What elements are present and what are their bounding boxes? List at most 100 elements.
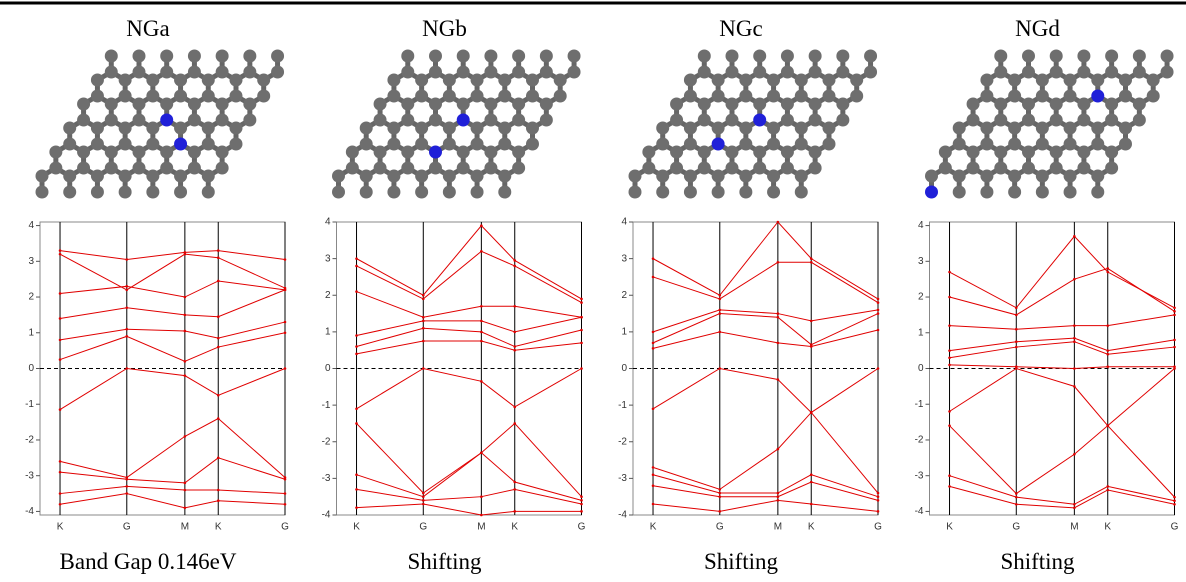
carbon-atom — [188, 66, 201, 79]
band-point — [877, 495, 880, 498]
band-point — [1173, 365, 1176, 368]
carbon-atom — [767, 138, 780, 151]
carbon-atom — [1008, 186, 1021, 199]
carbon-atom — [415, 74, 428, 87]
band-point — [1173, 346, 1176, 349]
band-point — [184, 507, 187, 510]
carbon-atom — [1008, 170, 1021, 183]
carbon-atom — [91, 122, 104, 135]
band-point — [948, 474, 951, 477]
band-point — [422, 495, 425, 498]
carbon-atom — [188, 114, 201, 127]
band-point — [125, 328, 128, 331]
band-point — [1015, 328, 1018, 331]
band-point — [184, 360, 187, 363]
carbon-atom — [471, 122, 484, 135]
carbon-atom — [105, 98, 118, 111]
carbon-atom — [795, 90, 808, 103]
band-point — [1106, 485, 1109, 488]
carbon-atom — [374, 98, 387, 111]
carbon-atom — [953, 170, 966, 183]
carbon-atom — [160, 50, 173, 63]
band-point — [513, 259, 516, 262]
band-point — [59, 292, 62, 295]
carbon-atom — [1064, 186, 1077, 199]
carbon-atom — [1105, 98, 1118, 111]
band-point — [125, 492, 128, 495]
band-point — [1173, 306, 1176, 309]
band-line — [60, 251, 285, 260]
band-point — [422, 316, 425, 319]
band-point — [217, 499, 220, 502]
band-point — [1106, 324, 1109, 327]
band-line — [60, 486, 285, 493]
band-line — [653, 500, 878, 511]
band-point — [810, 343, 813, 346]
carbon-atom — [216, 162, 229, 175]
carbon-atom — [642, 146, 655, 159]
carbon-atom — [229, 90, 242, 103]
band-point — [125, 285, 128, 288]
carbon-atom — [346, 162, 359, 175]
carbon-atom — [484, 50, 497, 63]
x-tick-label: K — [808, 522, 815, 533]
band-point — [480, 331, 483, 334]
x-tick-label: K — [1104, 522, 1111, 533]
band-point — [810, 473, 813, 476]
carbon-atom — [216, 146, 229, 159]
band-point — [217, 315, 220, 318]
carbon-atom — [967, 98, 980, 111]
carbon-atom — [457, 146, 470, 159]
y-tick-label: 3 — [325, 253, 331, 264]
carbon-atom — [1077, 50, 1090, 63]
band-line — [357, 328, 582, 346]
carbon-atom — [360, 186, 373, 199]
x-tick-label: M — [181, 522, 189, 533]
band-point — [1073, 503, 1076, 506]
band-point — [580, 499, 583, 502]
carbon-atom — [684, 170, 697, 183]
carbon-atom — [1036, 186, 1049, 199]
carbon-atom — [822, 90, 835, 103]
carbon-atom — [629, 186, 642, 199]
carbon-atom — [753, 146, 766, 159]
band-line — [950, 338, 1175, 351]
carbon-atom — [670, 98, 683, 111]
y-tick-label: 0 — [28, 363, 34, 374]
y-tick-label: -1 — [618, 400, 627, 411]
carbon-atom — [670, 146, 683, 159]
carbon-atom — [836, 50, 849, 63]
carbon-atom — [809, 98, 822, 111]
y-tick-label: 1 — [621, 327, 627, 338]
carbon-atom — [202, 74, 215, 87]
x-tick-label: G — [1171, 522, 1179, 533]
carbon-atom — [498, 74, 511, 87]
carbon-atom — [739, 90, 752, 103]
carbon-atom — [160, 146, 173, 159]
carbon-atom — [1119, 138, 1132, 151]
carbon-atom — [443, 186, 456, 199]
carbon-atom — [484, 114, 497, 127]
band-point — [217, 457, 220, 460]
carbon-atom — [1050, 98, 1063, 111]
band-point — [1073, 340, 1076, 343]
band-point — [284, 321, 287, 324]
panel-caption: Band Gap 0.146eV — [60, 549, 237, 574]
carbon-atom — [105, 114, 118, 127]
carbon-atom — [202, 122, 215, 135]
carbon-atom — [1036, 122, 1049, 135]
carbon-atom — [132, 114, 145, 127]
carbon-atom — [1022, 50, 1035, 63]
band-line — [653, 369, 878, 413]
band-point — [948, 349, 951, 352]
carbon-atom — [725, 162, 738, 175]
carbon-atom — [1133, 98, 1146, 111]
band-line — [653, 412, 878, 493]
x-tick-label: G — [874, 522, 882, 533]
carbon-atom — [1147, 74, 1160, 87]
band-point — [422, 320, 425, 323]
band-point — [217, 489, 220, 492]
carbon-atom — [809, 146, 822, 159]
carbon-atom — [980, 138, 993, 151]
carbon-atom — [1077, 66, 1090, 79]
